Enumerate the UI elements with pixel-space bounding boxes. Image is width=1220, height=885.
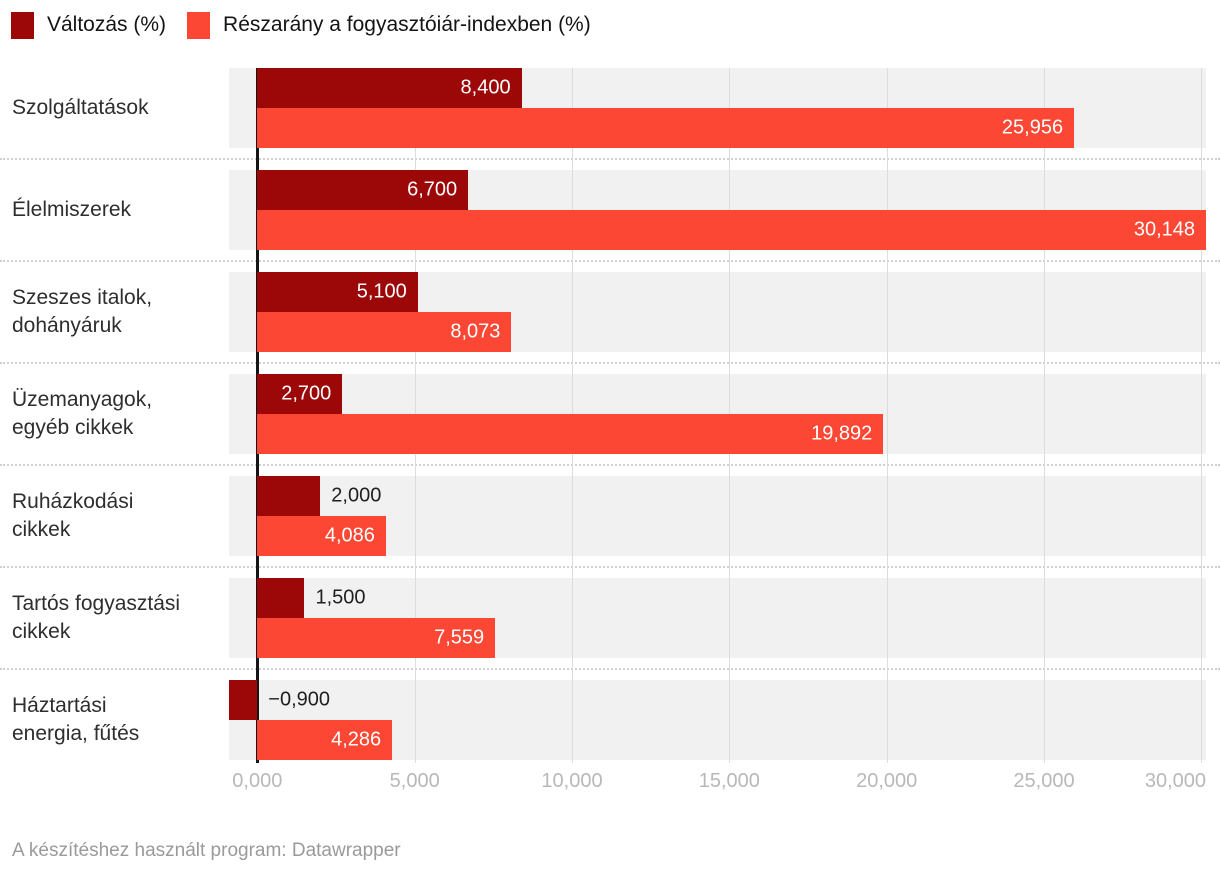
legend-item-reszarany: Részarány a fogyasztóiár-indexben (%) [187, 11, 591, 39]
bar-line: 4,086 [229, 516, 1206, 556]
bar-valtozas [257, 476, 321, 516]
bar-line: 7,559 [229, 618, 1206, 658]
plot-band: 8,400 25,956 [229, 68, 1206, 148]
x-axis: 0,000 5,000 10,000 15,000 20,000 25,000 30,000 [229, 760, 1206, 806]
bar-chart: Változás (%) Részarány a fogyasztóiár-in… [0, 11, 1220, 806]
chart-row: Üzemanyagok, egyéb cikkek 2,700 19,892 [0, 364, 1220, 466]
bar-valtozas [257, 578, 305, 618]
bar-value-label: −0,900 [268, 688, 331, 711]
bar-value-label: 7,559 [434, 626, 485, 649]
bar-value-label: 1,500 [315, 586, 366, 609]
legend-item-valtozas: Változás (%) [11, 11, 167, 39]
plot-band: 1,500 7,559 [229, 578, 1206, 658]
bar-value-label: 4,086 [324, 524, 375, 547]
legend-swatch-reszarany-icon [187, 11, 211, 39]
bar-reszarany [257, 414, 884, 454]
bar-value-label: 25,956 [1001, 116, 1064, 139]
bar-value-label: 8,400 [460, 76, 511, 99]
bar-line: 8,400 [229, 68, 1206, 108]
x-tick-label: 15,000 [698, 770, 760, 792]
legend-label-reszarany: Részarány a fogyasztóiár-indexben (%) [223, 13, 591, 36]
x-tick-label: 25,000 [1013, 770, 1075, 792]
bar-reszarany [257, 108, 1075, 148]
category-label: Tartós fogyasztási cikkek [12, 592, 181, 643]
category-label: Élelmiszerek [12, 198, 132, 221]
x-tick-label: 20,000 [856, 770, 918, 792]
bar-line: 19,892 [229, 414, 1206, 454]
legend-label-valtozas: Változás (%) [47, 13, 167, 36]
legend-swatch-valtozas-icon [11, 11, 34, 39]
category-label: Háztartási energia, fűtés [12, 694, 140, 745]
chart-row: Szeszes italok, dohányáruk 5,100 8,073 [0, 262, 1220, 364]
bar-line: −0,900 [229, 680, 1206, 720]
bar-value-label: 8,073 [450, 320, 501, 343]
plot-band: 5,100 8,073 [229, 272, 1206, 352]
bar-valtozas [229, 680, 258, 720]
plot-band: 2,700 19,892 [229, 374, 1206, 454]
bar-reszarany [257, 312, 512, 352]
category-label: Ruházkodási cikkek [12, 490, 134, 541]
chart-plot-area: Szolgáltatások 8,400 25,956 Élelmiszerek 6,7… [0, 68, 1220, 806]
x-tick-label: 30,000 [1144, 770, 1206, 792]
plot-band: 6,700 30,148 [229, 170, 1206, 250]
chart-rows: Szolgáltatások 8,400 25,956 Élelmiszerek 6,7… [0, 68, 1220, 760]
category-label: Szeszes italok, dohányáruk [12, 286, 153, 337]
x-tick-label: 5,000 [389, 770, 440, 792]
bar-line: 6,700 [229, 170, 1206, 210]
category-label: Szolgáltatások [12, 96, 149, 119]
chart-row: Ruházkodási cikkek 2,000 4,086 [0, 466, 1220, 568]
chart-row: Tartós fogyasztási cikkek 1,500 7,559 [0, 568, 1220, 670]
bar-line: 4,286 [229, 720, 1206, 760]
x-tick-label: 0,000 [232, 770, 283, 792]
bar-line: 2,000 [229, 476, 1206, 516]
bar-value-label: 2,700 [281, 382, 332, 405]
bar-line: 1,500 [229, 578, 1206, 618]
bar-reszarany [257, 618, 496, 658]
bar-reszarany [257, 210, 1206, 250]
bar-value-label: 19,892 [811, 422, 873, 445]
bar-line: 25,956 [229, 108, 1206, 148]
bar-line: 30,148 [229, 210, 1206, 250]
bar-value-label: 30,148 [1133, 218, 1195, 241]
bar-reszarany [257, 720, 393, 760]
bar-reszarany [257, 516, 386, 556]
bar-value-label: 2,000 [331, 484, 382, 507]
plot-band: −0,900 4,286 [229, 680, 1206, 760]
bar-valtozas [257, 272, 418, 312]
bar-line: 5,100 [229, 272, 1206, 312]
bar-value-label: 4,286 [331, 728, 382, 751]
bar-value-label: 6,700 [407, 178, 458, 201]
bar-line: 8,073 [229, 312, 1206, 352]
footer-credit: A készítéshez használt program: Datawrap… [12, 840, 401, 861]
bar-valtozas [257, 170, 469, 210]
legend: Változás (%) Részarány a fogyasztóiár-in… [11, 11, 1220, 39]
chart-row: Szolgáltatások 8,400 25,956 [0, 68, 1220, 160]
bar-valtozas [257, 68, 522, 108]
x-tick-label: 10,000 [541, 770, 603, 792]
category-label: Üzemanyagok, egyéb cikkek [12, 388, 153, 439]
bar-value-label: 5,100 [356, 280, 407, 303]
plot-band: 2,000 4,086 [229, 476, 1206, 556]
bar-line: 2,700 [229, 374, 1206, 414]
chart-row: Háztartási energia, fűtés −0,900 4,286 [0, 670, 1220, 760]
bar-valtozas [257, 374, 343, 414]
chart-row: Élelmiszerek 6,700 30,148 [0, 160, 1220, 262]
